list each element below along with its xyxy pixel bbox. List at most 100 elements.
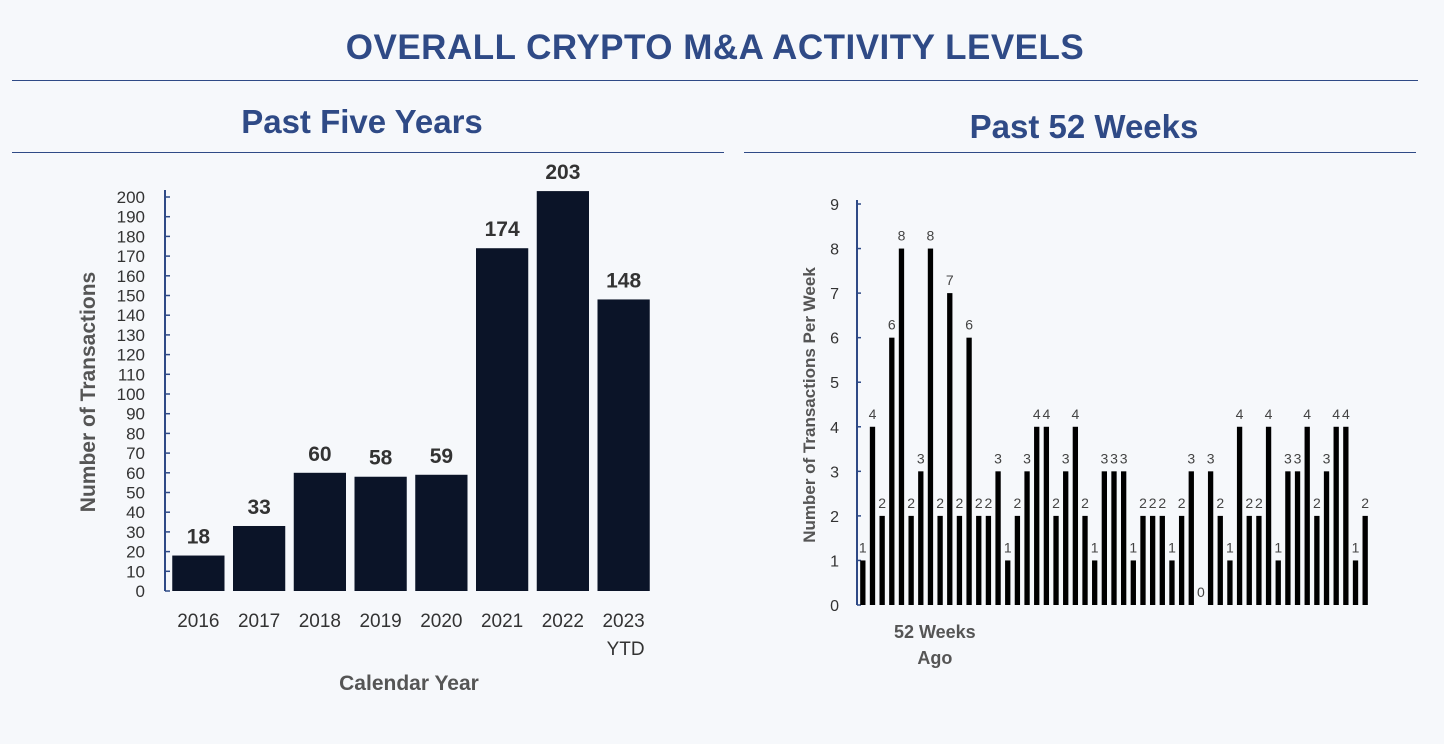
- chart2-data-label: 2: [878, 495, 886, 511]
- chart2-bar: [918, 471, 924, 605]
- chart1-x-tick-label: 2021: [481, 611, 523, 632]
- chart2-bar: [1304, 426, 1310, 605]
- chart1-y-tick-label: 180: [117, 227, 145, 246]
- chart1-y-tick-label: 90: [126, 405, 145, 424]
- chart2-divider: [744, 152, 1416, 153]
- chart2-data-label: 2: [1013, 495, 1021, 511]
- chart1-data-label: 60: [308, 443, 331, 466]
- chart2-data-label: 8: [898, 228, 906, 244]
- chart2-y-tick-label: 9: [830, 197, 839, 214]
- chart2-bar: [879, 515, 885, 605]
- chart2-data-label: 4: [869, 406, 877, 422]
- chart2-data-label: 7: [946, 272, 954, 288]
- chart1-y-tick-label: 0: [136, 582, 145, 601]
- chart2-bar: [889, 337, 895, 605]
- chart1-y-tick-label: 120: [117, 346, 145, 365]
- chart2-data-label: 2: [1081, 495, 1089, 511]
- chart1-y-tick-label: 170: [117, 247, 145, 266]
- chart1-x-axis-title: Calendar Year: [339, 672, 479, 695]
- chart1-data-label: 148: [606, 269, 641, 292]
- chart2-bar: [1285, 471, 1291, 605]
- chart2-y-tick-label: 5: [830, 375, 839, 392]
- chart2-bar: [1169, 560, 1175, 605]
- chart2-bar: [1043, 426, 1050, 605]
- chart2-data-label: 2: [1052, 495, 1060, 511]
- chart2-data-label: 2: [1158, 495, 1166, 511]
- chart2-bar: [1024, 471, 1030, 605]
- chart2-data-label: 2: [1361, 495, 1369, 511]
- chart2-bar: [1082, 515, 1088, 605]
- chart1-bar: [293, 472, 346, 591]
- chart2-y-tick-label: 1: [830, 553, 839, 570]
- chart1-y-tick-label: 20: [126, 543, 145, 562]
- chart2-data-label: 3: [1062, 450, 1070, 466]
- chart2-data-label: 0: [1197, 584, 1205, 600]
- chart1-bar: [597, 299, 650, 591]
- chart1-y-tick-label: 80: [126, 424, 145, 443]
- chart2-bar: [1159, 515, 1165, 605]
- chart2-bar: [1130, 560, 1136, 605]
- chart2-bar: [1140, 515, 1146, 605]
- chart2-data-label: 2: [1245, 495, 1253, 511]
- chart2-bar: [869, 426, 876, 605]
- chart2-data-label: 2: [975, 495, 983, 511]
- chart2-bar: [1014, 515, 1021, 605]
- chart2-bar: [908, 515, 914, 605]
- chart1-data-label: 33: [247, 496, 270, 519]
- chart2-bar: [1323, 471, 1330, 605]
- chart2-data-label: 4: [1265, 406, 1273, 422]
- chart2-bar: [1034, 426, 1040, 605]
- chart2-y-tick-label: 0: [830, 598, 839, 615]
- chart2-data-label: 6: [888, 317, 896, 333]
- chart1-x-tick-label: 2023: [602, 611, 644, 632]
- chart2-bar: [1207, 471, 1214, 605]
- chart2-y-axis-title: Number of Transactions Per Week: [800, 267, 819, 543]
- chart1-bar: [233, 525, 286, 591]
- chart1-x-tick-label: 2017: [238, 611, 280, 632]
- chart2-y-tick-label: 3: [830, 464, 839, 481]
- chart2-data-label: 4: [1342, 406, 1350, 422]
- chart2-data-label: 1: [1274, 539, 1282, 555]
- chart2-bar: [1149, 515, 1156, 605]
- chart2-y-tick-label: 8: [830, 242, 839, 259]
- chart2-bar: [1121, 471, 1127, 605]
- chart2-bar: [1236, 426, 1243, 605]
- chart1-data-label: 18: [187, 526, 211, 549]
- chart2-bar: [1333, 426, 1339, 605]
- chart1-y-tick-label: 100: [117, 385, 145, 404]
- chart1-data-label: 59: [430, 445, 453, 468]
- chart2-bar: [927, 248, 934, 606]
- page-title: OVERALL CRYPTO M&A ACTIVITY LEVELS: [345, 28, 1085, 67]
- chart2-data-label: 3: [1207, 450, 1215, 466]
- chart2-bar: [1063, 471, 1069, 605]
- chart2-data-label: 3: [1294, 450, 1302, 466]
- chart1-y-tick-label: 150: [117, 287, 145, 306]
- chart1-data-label: 58: [369, 447, 393, 470]
- chart2-data-label: 2: [956, 495, 964, 511]
- chart1-y-axis-title: Number of Transactions: [77, 272, 100, 512]
- chart2-data-label: 2: [1216, 495, 1224, 511]
- chart2-bar: [966, 337, 972, 605]
- chart2-bar: [976, 515, 982, 605]
- chart2-bar: [956, 515, 963, 605]
- chart2-bar: [985, 515, 992, 605]
- chart2-y-tick-label: 4: [830, 420, 839, 437]
- chart2-bar: [1217, 515, 1223, 605]
- chart1-y-tick-label: 200: [117, 188, 145, 207]
- chart2-bar: [1314, 515, 1320, 605]
- chart1-data-label: 174: [485, 218, 520, 241]
- chart2-x-category-label-line2: Ago: [917, 648, 952, 668]
- chart2-bar: [1352, 560, 1359, 605]
- chart1-y-tick-label: 130: [117, 326, 145, 345]
- chart1-x-tick-label: 2020: [420, 611, 462, 632]
- chart1-y-tick-label: 60: [126, 464, 145, 483]
- chart2-data-label: 3: [1110, 450, 1118, 466]
- chart2-data-label: 3: [1120, 450, 1128, 466]
- chart1-x-tick-label: 2022: [542, 611, 584, 632]
- chart2-data-label: 3: [917, 450, 925, 466]
- chart1-data-label: 203: [545, 161, 580, 184]
- chart2-data-label: 3: [1284, 450, 1292, 466]
- chart2-bar: [1111, 471, 1117, 605]
- chart1-title: Past Five Years: [241, 103, 483, 140]
